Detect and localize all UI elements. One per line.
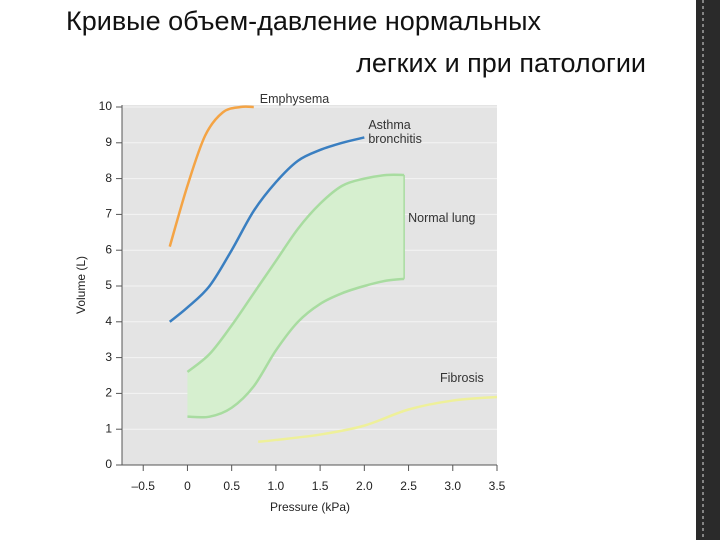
x-tick-label: 1.5 <box>312 479 329 493</box>
series-line <box>168 136 365 323</box>
series-line <box>258 395 498 443</box>
title-line: легких и при патологии <box>356 48 646 78</box>
series-label: Emphysema <box>259 92 330 106</box>
series-label: Fibrosis <box>440 370 484 385</box>
series-line <box>186 173 405 373</box>
y-tick-label: 1 <box>105 421 112 435</box>
range-area <box>187 174 405 418</box>
x-axis-label: Pressure (kPa) <box>270 500 350 514</box>
y-tick-label: 0 <box>105 457 112 471</box>
frame-edge <box>696 0 720 540</box>
y-axis-label: Volume (L) <box>74 256 88 314</box>
x-tick-label: 0.5 <box>223 479 240 493</box>
y-tick-label: 8 <box>105 171 112 185</box>
x-tick-label: 3.0 <box>444 479 461 493</box>
y-tick-label: 2 <box>105 386 112 400</box>
y-tick-label: 10 <box>99 99 113 113</box>
series-label: Asthma bronchitis <box>368 118 422 147</box>
title-line: Кривые объем-давление нормальных <box>66 6 542 36</box>
y-tick-label: 6 <box>105 242 112 256</box>
x-tick-label: 2.5 <box>400 479 417 493</box>
series-label: Normal lung <box>408 211 476 226</box>
series-line <box>168 105 254 247</box>
range-lower-line <box>187 277 405 419</box>
y-tick-label: 7 <box>105 207 112 221</box>
x-tick-label: 1.0 <box>268 479 285 493</box>
x-tick-label: 0 <box>184 479 191 493</box>
y-tick-label: 9 <box>105 135 112 149</box>
y-tick-label: 3 <box>105 350 112 364</box>
x-tick-label: 2.0 <box>356 479 373 493</box>
y-tick-label: 4 <box>105 314 112 328</box>
x-tick-label: –0.5 <box>132 479 156 493</box>
y-tick-label: 5 <box>105 278 112 292</box>
x-tick-label: 3.5 <box>489 479 506 493</box>
